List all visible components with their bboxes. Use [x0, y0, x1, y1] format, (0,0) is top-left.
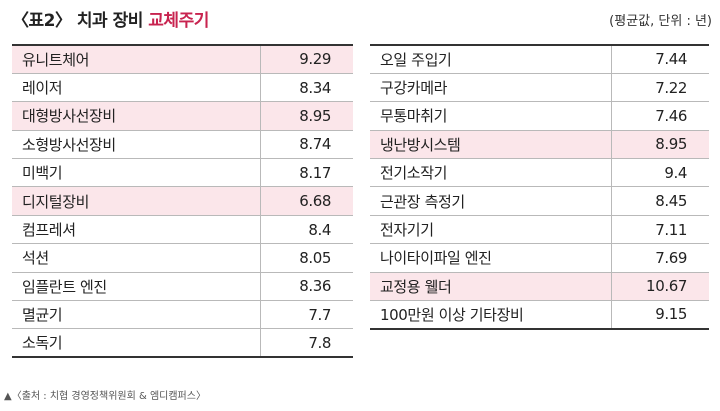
table-row: 무통마취기 7.46 — [370, 101, 709, 131]
equipment-name: 전자기기 — [370, 215, 611, 245]
equipment-name: 석션 — [12, 243, 260, 273]
table-row: 멸균기 7.7 — [12, 300, 353, 330]
equipment-name: 레이저 — [12, 73, 260, 103]
equipment-name: 유니트체어 — [12, 43, 260, 74]
table-row: 근관장 측정기 8.45 — [370, 186, 709, 216]
equipment-name: 소형방사선장비 — [12, 130, 260, 160]
replacement-cycle-value: 7.11 — [610, 215, 709, 245]
left-table: 유니트체어 9.29 레이저 8.34 대형방사선장비 8.95 소형방사선장비 8.74 미백… — [12, 43, 353, 359]
replacement-cycle-value: 10.67 — [610, 272, 709, 302]
equipment-name: 100만원 이상 기타장비 — [370, 300, 611, 330]
table-row: 유니트체어 9.29 — [12, 43, 353, 74]
table-row: 디지털장비 6.68 — [12, 186, 353, 216]
replacement-cycle-value: 8.45 — [610, 186, 709, 216]
replacement-cycle-value: 8.74 — [259, 130, 353, 160]
equipment-name: 디지털장비 — [12, 186, 260, 216]
table-row: 오일 주입기 7.44 — [370, 43, 709, 74]
replacement-cycle-value: 8.95 — [259, 101, 353, 131]
replacement-cycle-value: 8.36 — [259, 272, 353, 302]
replacement-cycle-value: 7.22 — [610, 73, 709, 103]
table-row: 레이저 8.34 — [12, 73, 353, 103]
table-row: 컴프레셔 8.4 — [12, 215, 353, 245]
equipment-name: 전기소작기 — [370, 158, 611, 188]
replacement-cycle-value: 8.17 — [259, 158, 353, 188]
equipment-name: 컴프레셔 — [12, 215, 260, 245]
replacement-cycle-value: 7.7 — [259, 300, 353, 330]
table-row: 냉난방시스템 8.95 — [370, 130, 709, 160]
equipment-name: 미백기 — [12, 158, 260, 188]
source-note: ▲〈출처 : 치협 경영정책위원회 & 엠디캠퍼스〉 — [4, 391, 206, 402]
equipment-name: 교정용 웰더 — [370, 272, 611, 302]
equipment-name: 오일 주입기 — [370, 43, 611, 74]
table-row: 소형방사선장비 8.74 — [12, 130, 353, 160]
table-row: 전기소작기 9.4 — [370, 158, 709, 188]
replacement-cycle-value: 6.68 — [259, 186, 353, 216]
table-row: 나이타이파일 엔진 7.69 — [370, 243, 709, 273]
right-table: 오일 주입기 7.44 구강카메라 7.22 무통마취기 7.46 냉난방시스템 8.95 전기… — [370, 43, 709, 330]
replacement-cycle-value: 8.4 — [259, 215, 353, 245]
replacement-cycle-value: 8.34 — [259, 73, 353, 103]
table-title-accent: 교체주기 — [148, 11, 209, 31]
equipment-name: 구강카메라 — [370, 73, 611, 103]
equipment-name: 대형방사선장비 — [12, 101, 260, 131]
equipment-name: 냉난방시스템 — [370, 130, 611, 160]
table-row: 대형방사선장비 8.95 — [12, 101, 353, 131]
replacement-cycle-value: 7.44 — [610, 43, 709, 74]
table-row: 구강카메라 7.22 — [370, 73, 709, 103]
table-title-prefix: 〈표2〉 치과 장비 — [12, 11, 149, 31]
equipment-name: 무통마취기 — [370, 101, 611, 131]
equipment-name: 멸균기 — [12, 300, 260, 330]
replacement-cycle-value: 9.29 — [259, 43, 353, 74]
title-row: 〈표2〉 치과 장비 교체주기 (평균값, 단위 : 년) — [12, 6, 712, 31]
equipment-name: 임플란트 엔진 — [12, 272, 260, 302]
replacement-cycle-value: 7.46 — [610, 101, 709, 131]
equipment-name: 근관장 측정기 — [370, 186, 611, 216]
replacement-cycle-value: 7.69 — [610, 243, 709, 273]
table-row: 소독기 7.8 — [12, 328, 353, 359]
replacement-cycle-value: 9.4 — [610, 158, 709, 188]
table-row: 100만원 이상 기타장비 9.15 — [370, 300, 709, 330]
replacement-cycle-value: 8.05 — [259, 243, 353, 273]
table-title: 〈표2〉 치과 장비 교체주기 — [12, 6, 209, 31]
table-row: 임플란트 엔진 8.36 — [12, 272, 353, 302]
table-row: 전자기기 7.11 — [370, 215, 709, 245]
table-row: 미백기 8.17 — [12, 158, 353, 188]
equipment-name: 소독기 — [12, 328, 260, 359]
table-row: 석션 8.05 — [12, 243, 353, 273]
replacement-cycle-value: 7.8 — [259, 328, 353, 359]
replacement-cycle-value: 8.95 — [610, 130, 709, 160]
equipment-name: 나이타이파일 엔진 — [370, 243, 611, 273]
table-row: 교정용 웰더 10.67 — [370, 272, 709, 302]
replacement-cycle-value: 9.15 — [610, 300, 709, 330]
unit-note: (평균값, 단위 : 년) — [609, 14, 712, 29]
